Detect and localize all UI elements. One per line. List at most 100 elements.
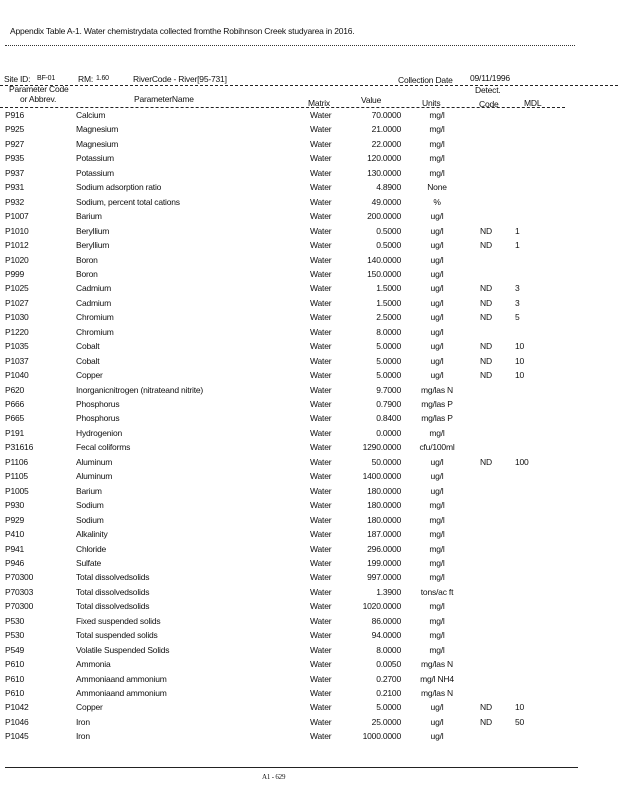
cell-matrix: Water xyxy=(310,688,332,698)
cell-matrix: Water xyxy=(310,153,332,164)
cell-units: ug/l xyxy=(430,471,444,482)
cell-parameter-name: Calcium xyxy=(76,110,106,120)
cell-value: 21.0000 xyxy=(371,124,402,135)
cell-value: 0.5000 xyxy=(376,225,401,236)
table-row: P999 Boron Water 150.0000 ug/l xyxy=(0,269,618,283)
col-header-code-1: Parameter Code xyxy=(9,84,69,94)
cell-units: mg/l xyxy=(429,615,445,626)
cell-parameter-name: Sodium xyxy=(76,500,104,511)
cell-parameter-code: P665 xyxy=(5,413,25,424)
cell-parameter-code: P999 xyxy=(5,268,25,279)
table-row: P930 Sodium Water 180.0000 mg/l xyxy=(0,500,618,514)
cell-units: mg/l xyxy=(429,167,445,178)
cell-matrix: Water xyxy=(310,514,332,525)
cell-parameter-code: P931 xyxy=(5,182,25,193)
cell-units: mg/las P xyxy=(421,399,453,409)
cell-matrix: Water xyxy=(310,529,332,540)
cell-matrix: Water xyxy=(310,384,332,395)
table-row: P31616 Fecal coliforms Water 1290.0000 cfu/1… xyxy=(0,442,618,456)
cell-matrix: Water xyxy=(310,124,332,135)
table-row: P1035 Cobalt Water 5.0000 ug/l ND 10 xyxy=(0,341,618,355)
cell-parameter-name: Cobalt xyxy=(76,355,100,366)
cell-matrix: Water xyxy=(310,659,332,670)
cell-value: 296.0000 xyxy=(367,543,401,554)
cell-matrix: Water xyxy=(310,485,332,496)
table-row: P1105 Aluminum Water 1400.0000 ug/l xyxy=(0,471,618,485)
cell-mdl: 100 xyxy=(515,456,529,467)
cell-units: mg/l xyxy=(429,427,445,438)
cell-detect-code: ND xyxy=(480,370,492,381)
table-row: P549 Volatile Suspended Solids Water 8.0000… xyxy=(0,645,618,659)
cell-value: 997.0000 xyxy=(367,572,401,583)
cell-parameter-name: Ammonia xyxy=(76,659,111,670)
cell-matrix: Water xyxy=(310,211,332,222)
cell-parameter-code: P31616 xyxy=(5,442,34,453)
cell-matrix: Water xyxy=(310,312,332,323)
table-row: P932 Sodium, percent total cations Water 49… xyxy=(0,197,618,211)
cell-units: mg/l xyxy=(429,153,445,164)
cell-detect-code: ND xyxy=(480,456,492,467)
cell-units: None xyxy=(427,182,447,193)
cell-matrix: Water xyxy=(310,586,332,597)
cell-parameter-name: Barium xyxy=(76,211,102,222)
cell-parameter-name: Total dissolvedsolids xyxy=(76,572,150,583)
cell-parameter-name: Barium xyxy=(76,485,102,496)
cell-parameter-name: Boron xyxy=(76,268,98,279)
cell-parameter-code: P941 xyxy=(5,543,25,554)
cell-parameter-code: P1040 xyxy=(5,370,29,381)
cell-detect-code: ND xyxy=(480,312,492,323)
cell-mdl: 1 xyxy=(515,225,520,236)
col-header-matrix: Matrix xyxy=(308,98,330,108)
cell-parameter-code: P1045 xyxy=(5,731,29,742)
river-code: RiverCode - River[95-731] xyxy=(133,74,227,84)
cell-units: mg/l xyxy=(429,529,445,540)
cell-parameter-code: P930 xyxy=(5,500,25,511)
cell-parameter-code: P666 xyxy=(5,399,25,409)
cell-value: 94.0000 xyxy=(371,630,402,641)
cell-units: ug/l xyxy=(430,456,444,467)
cell-parameter-code: P937 xyxy=(5,167,25,178)
cell-units: ug/l xyxy=(430,268,444,279)
cell-parameter-code: P1046 xyxy=(5,716,29,727)
cell-detect-code: ND xyxy=(480,702,492,713)
cell-parameter-code: P929 xyxy=(5,514,25,525)
cell-value: 1.3900 xyxy=(376,586,401,597)
cell-units: ug/l xyxy=(430,312,444,323)
cell-parameter-name: Ammoniaand ammonium xyxy=(76,688,167,698)
cell-parameter-name: Magnesium xyxy=(76,124,119,135)
cell-parameter-code: P70303 xyxy=(5,586,34,597)
rm-label: RM: xyxy=(78,74,93,84)
cell-value: 1020.0000 xyxy=(362,601,402,612)
col-header-code-2: or Abbrev. xyxy=(20,94,57,104)
cell-value: 49.0000 xyxy=(371,196,402,207)
cell-units: mg/l xyxy=(429,124,445,135)
table-title: Appendix Table A-1. Water chemistrydata … xyxy=(10,26,355,36)
cell-units: mg/l xyxy=(429,110,445,120)
cell-matrix: Water xyxy=(310,615,332,626)
cell-value: 50.0000 xyxy=(371,456,402,467)
cell-parameter-code: P1105 xyxy=(5,471,28,482)
cell-value: 130.0000 xyxy=(367,167,401,178)
table-row: P937 Potassium Water 130.0000 mg/l xyxy=(0,168,618,182)
table-row: P1045 Iron Water 1000.0000 ug/l xyxy=(0,731,618,745)
cell-matrix: Water xyxy=(310,630,332,641)
table-row: P1030 Chromium Water 2.5000 ug/l ND 5 xyxy=(0,312,618,326)
cell-units: ug/l xyxy=(430,225,444,236)
cell-matrix: Water xyxy=(310,702,332,713)
cell-value: 0.5000 xyxy=(376,240,401,251)
cell-value: 5.0000 xyxy=(376,341,401,352)
cell-units: ug/l xyxy=(430,240,444,251)
cell-value: 150.0000 xyxy=(367,268,401,279)
col-header-value: Value xyxy=(361,95,382,105)
cell-mdl: 3 xyxy=(515,283,520,294)
cell-matrix: Water xyxy=(310,543,332,554)
cell-parameter-name: Volatile Suspended Solids xyxy=(76,644,170,655)
cell-parameter-name: Hydrogenion xyxy=(76,427,122,438)
table-row: P1027 Cadmium Water 1.5000 ug/l ND 3 xyxy=(0,298,618,312)
cell-parameter-name: Cadmium xyxy=(76,297,111,308)
table-row: P1020 Boron Water 140.0000 ug/l xyxy=(0,255,618,269)
cell-matrix: Water xyxy=(310,557,332,568)
table-row: P927 Magnesium Water 22.0000 mg/l xyxy=(0,139,618,153)
table-row: P1025 Cadmium Water 1.5000 ug/l ND 3 xyxy=(0,283,618,297)
